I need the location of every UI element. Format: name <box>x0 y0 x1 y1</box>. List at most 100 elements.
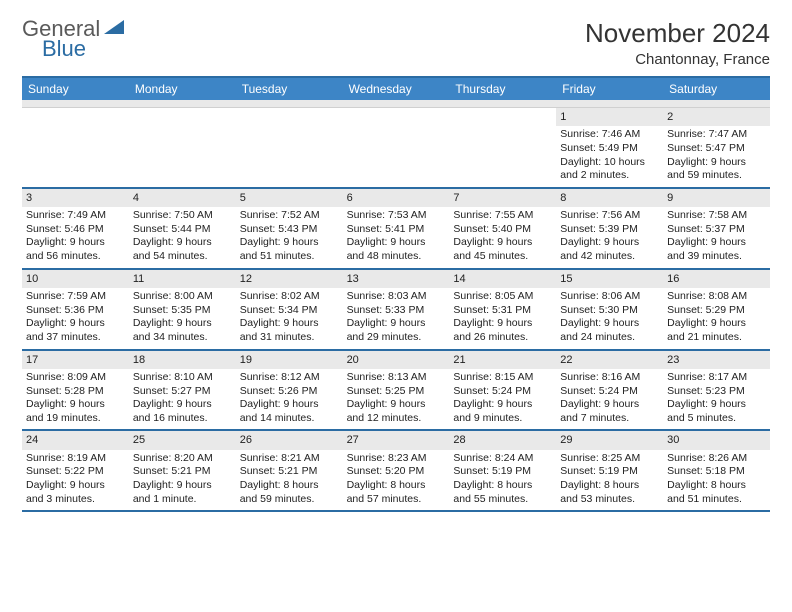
sunrise-text: Sunrise: 7:46 AM <box>560 128 659 142</box>
day-cell: 24Sunrise: 8:19 AMSunset: 5:22 PMDayligh… <box>22 431 129 510</box>
sunset-text: Sunset: 5:41 PM <box>347 223 446 237</box>
title-block: November 2024 Chantonnay, France <box>585 18 770 68</box>
sunrise-text: Sunrise: 7:49 AM <box>26 209 125 223</box>
daylight-text: Daylight: 8 hours and 59 minutes. <box>240 479 339 506</box>
sunrise-text: Sunrise: 8:26 AM <box>667 452 766 466</box>
week-row: 1Sunrise: 7:46 AMSunset: 5:49 PMDaylight… <box>22 108 770 189</box>
day-cell <box>129 108 236 187</box>
sunset-text: Sunset: 5:36 PM <box>26 304 125 318</box>
header: General Blue November 2024 Chantonnay, F… <box>22 18 770 68</box>
daylight-text: Daylight: 8 hours and 57 minutes. <box>347 479 446 506</box>
weekday-saturday: Saturday <box>663 78 770 100</box>
weeks-container: 1Sunrise: 7:46 AMSunset: 5:49 PMDaylight… <box>22 108 770 512</box>
sunrise-text: Sunrise: 8:03 AM <box>347 290 446 304</box>
day-number: 24 <box>22 431 129 449</box>
day-cell: 17Sunrise: 8:09 AMSunset: 5:28 PMDayligh… <box>22 351 129 430</box>
sunrise-text: Sunrise: 8:25 AM <box>560 452 659 466</box>
day-number: 2 <box>663 108 770 126</box>
daylight-text: Daylight: 9 hours and 9 minutes. <box>453 398 552 425</box>
sunrise-text: Sunrise: 8:06 AM <box>560 290 659 304</box>
sunset-text: Sunset: 5:37 PM <box>667 223 766 237</box>
sunrise-text: Sunrise: 8:13 AM <box>347 371 446 385</box>
day-number: 1 <box>556 108 663 126</box>
weekday-wednesday: Wednesday <box>343 78 450 100</box>
sunrise-text: Sunrise: 7:58 AM <box>667 209 766 223</box>
day-cell: 25 Sunrise: 8:20 AMSunset: 5:21 PMDayligh… <box>129 431 236 510</box>
logo-triangle-icon <box>104 20 124 41</box>
day-number: 22 <box>556 351 663 369</box>
day-cell: 21Sunrise: 8:15 AMSunset: 5:24 PMDayligh… <box>449 351 556 430</box>
daylight-text: Daylight: 10 hours and 2 minutes. <box>560 156 659 183</box>
sunset-text: Sunset: 5:27 PM <box>133 385 232 399</box>
day-number: 10 <box>22 270 129 288</box>
sunrise-text: Sunrise: 8:10 AM <box>133 371 232 385</box>
day-cell: 10Sunrise: 7:59 AMSunset: 5:36 PMDayligh… <box>22 270 129 349</box>
sunset-text: Sunset: 5:21 PM <box>133 465 232 479</box>
daylight-text: Daylight: 9 hours and 39 minutes. <box>667 236 766 263</box>
day-number: 6 <box>343 189 450 207</box>
sunrise-text: Sunrise: 8:08 AM <box>667 290 766 304</box>
daylight-text: Daylight: 9 hours and 54 minutes. <box>133 236 232 263</box>
day-cell: 2Sunrise: 7:47 AMSunset: 5:47 PMDaylight… <box>663 108 770 187</box>
sunrise-text: Sunrise: 8:05 AM <box>453 290 552 304</box>
sunrise-text: Sunrise: 8:00 AM <box>133 290 232 304</box>
weekday-tuesday: Tuesday <box>236 78 343 100</box>
day-cell: 27Sunrise: 8:23 AMSunset: 5:20 PMDayligh… <box>343 431 450 510</box>
day-number: 14 <box>449 270 556 288</box>
sunrise-text: Sunrise: 7:55 AM <box>453 209 552 223</box>
sunrise-text: Sunrise: 8:09 AM <box>26 371 125 385</box>
sunrise-text: Sunrise: 8:16 AM <box>560 371 659 385</box>
day-cell: 9Sunrise: 7:58 AMSunset: 5:37 PMDaylight… <box>663 189 770 268</box>
day-cell: 15Sunrise: 8:06 AMSunset: 5:30 PMDayligh… <box>556 270 663 349</box>
day-number: 11 <box>129 270 236 288</box>
day-cell: 16Sunrise: 8:08 AMSunset: 5:29 PMDayligh… <box>663 270 770 349</box>
sunrise-text: Sunrise: 8:24 AM <box>453 452 552 466</box>
sunset-text: Sunset: 5:24 PM <box>453 385 552 399</box>
daylight-text: Daylight: 9 hours and 7 minutes. <box>560 398 659 425</box>
sunset-text: Sunset: 5:22 PM <box>26 465 125 479</box>
month-title: November 2024 <box>585 18 770 49</box>
daylight-text: Daylight: 9 hours and 16 minutes. <box>133 398 232 425</box>
day-number: 25 <box>129 431 236 449</box>
sunrise-text: Sunrise: 8:12 AM <box>240 371 339 385</box>
daylight-text: Daylight: 9 hours and 19 minutes. <box>26 398 125 425</box>
day-number: 30 <box>663 431 770 449</box>
daylight-text: Daylight: 9 hours and 24 minutes. <box>560 317 659 344</box>
sunset-text: Sunset: 5:30 PM <box>560 304 659 318</box>
day-number: 21 <box>449 351 556 369</box>
day-cell: 22Sunrise: 8:16 AMSunset: 5:24 PMDayligh… <box>556 351 663 430</box>
sunrise-text: Sunrise: 7:50 AM <box>133 209 232 223</box>
week-row: 17Sunrise: 8:09 AMSunset: 5:28 PMDayligh… <box>22 351 770 432</box>
day-cell: 20Sunrise: 8:13 AMSunset: 5:25 PMDayligh… <box>343 351 450 430</box>
day-cell <box>22 108 129 187</box>
day-cell: 6Sunrise: 7:53 AMSunset: 5:41 PMDaylight… <box>343 189 450 268</box>
day-number: 19 <box>236 351 343 369</box>
daylight-text: Daylight: 8 hours and 55 minutes. <box>453 479 552 506</box>
sunrise-text: Sunrise: 8:21 AM <box>240 452 339 466</box>
sunrise-text: Sunrise: 8:20 AM <box>133 452 232 466</box>
weekday-header: Sunday Monday Tuesday Wednesday Thursday… <box>22 78 770 100</box>
daylight-text: Daylight: 9 hours and 3 minutes. <box>26 479 125 506</box>
day-cell: 18Sunrise: 8:10 AMSunset: 5:27 PMDayligh… <box>129 351 236 430</box>
daylight-text: Daylight: 9 hours and 59 minutes. <box>667 156 766 183</box>
sunset-text: Sunset: 5:40 PM <box>453 223 552 237</box>
week-row: 10Sunrise: 7:59 AMSunset: 5:36 PMDayligh… <box>22 270 770 351</box>
day-number: 20 <box>343 351 450 369</box>
day-number: 17 <box>22 351 129 369</box>
logo-text-2: Blue <box>42 38 100 60</box>
sunset-text: Sunset: 5:47 PM <box>667 142 766 156</box>
weekday-friday: Friday <box>556 78 663 100</box>
sunset-text: Sunset: 5:39 PM <box>560 223 659 237</box>
sunset-text: Sunset: 5:43 PM <box>240 223 339 237</box>
sunrise-text: Sunrise: 8:17 AM <box>667 371 766 385</box>
daylight-text: Daylight: 9 hours and 1 minute. <box>133 479 232 506</box>
sunset-text: Sunset: 5:21 PM <box>240 465 339 479</box>
day-cell: 7Sunrise: 7:55 AMSunset: 5:40 PMDaylight… <box>449 189 556 268</box>
sunset-text: Sunset: 5:31 PM <box>453 304 552 318</box>
day-cell: 3Sunrise: 7:49 AMSunset: 5:46 PMDaylight… <box>22 189 129 268</box>
daylight-text: Daylight: 9 hours and 21 minutes. <box>667 317 766 344</box>
sunrise-text: Sunrise: 8:02 AM <box>240 290 339 304</box>
day-number: 5 <box>236 189 343 207</box>
sunset-text: Sunset: 5:33 PM <box>347 304 446 318</box>
day-number: 3 <box>22 189 129 207</box>
